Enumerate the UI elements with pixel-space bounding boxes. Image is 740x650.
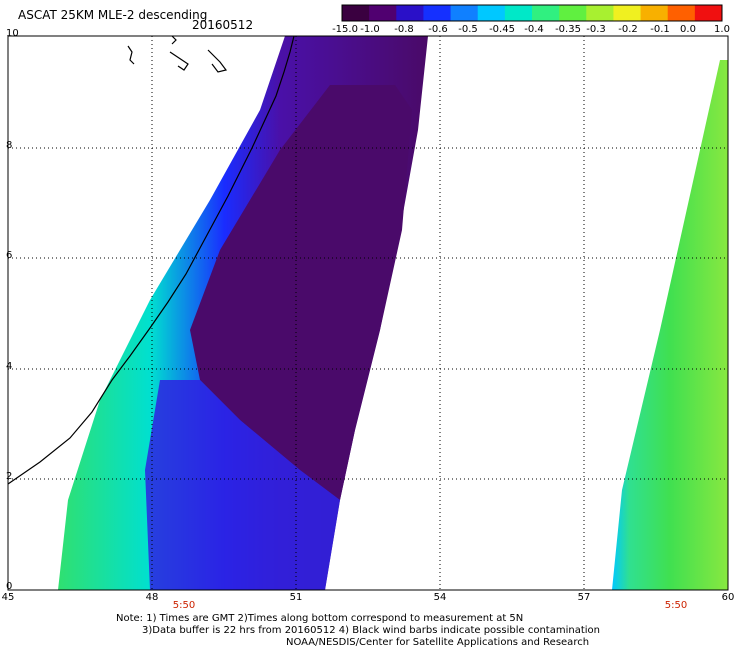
colorbar-label: -15.0 <box>332 24 358 35</box>
footnote-line: NOAA/NESDIS/Center for Satellite Applica… <box>286 637 590 648</box>
lon-tick-label: 48 <box>145 592 159 603</box>
swath-east <box>612 60 728 590</box>
swath-time-label: 5:50 <box>172 600 196 611</box>
coastline <box>7 35 295 485</box>
island <box>207 49 228 73</box>
colorbar-labels: -15.0 -1.0 -0.8 -0.6 -0.5 -0.45 -0.4 -0.… <box>332 24 736 38</box>
lat-tick-label: 10 <box>6 28 19 39</box>
lon-tick-label: 51 <box>289 592 303 603</box>
colorbar-label: -0.6 <box>428 24 448 35</box>
colorbar-label: -0.5 <box>458 24 478 35</box>
map-title: ASCAT 25KM MLE-2 descending <box>18 8 208 22</box>
footnote-line: Note: 1) Times are GMT 2)Times along bot… <box>116 613 524 624</box>
colorbar-label: -0.4 <box>524 24 544 35</box>
lat-tick-label: 8 <box>6 140 13 151</box>
islands <box>127 35 228 73</box>
lat-tick-label: 2 <box>6 471 13 482</box>
colorbar-label: -0.8 <box>394 24 414 35</box>
footnote-line: 3)Data buffer is 22 hrs from 20160512 4)… <box>142 625 600 636</box>
map-frame <box>7 35 729 591</box>
lon-tick-label: 57 <box>577 592 591 603</box>
swath-time-label: 5:50 <box>664 600 688 611</box>
island <box>169 51 189 71</box>
island <box>127 45 135 65</box>
lat-tick-label: 6 <box>6 250 13 261</box>
island <box>171 35 177 45</box>
lon-tick-label: 60 <box>721 592 735 603</box>
swath-west-edge-blue <box>145 380 340 590</box>
colorbar-label: -0.1 <box>650 24 670 35</box>
lon-tick-label: 54 <box>433 592 447 603</box>
swath-west-core <box>190 85 412 500</box>
colorbar-label: 1.0 <box>714 24 730 35</box>
lat-tick-label: 4 <box>6 361 13 372</box>
lat-tick-label: 0 <box>6 581 13 592</box>
map-date: 20160512 <box>192 18 254 32</box>
colorbar-label: -0.35 <box>555 24 581 35</box>
colorbar-label: 0.0 <box>680 24 696 35</box>
colorbar-label: -0.3 <box>586 24 606 35</box>
lon-tick-label: 45 <box>1 592 15 603</box>
colorbar-label: -0.45 <box>489 24 515 35</box>
colorbar-label: -1.0 <box>360 24 380 35</box>
grid-lines <box>8 36 728 590</box>
colorbar-label: -0.2 <box>618 24 638 35</box>
